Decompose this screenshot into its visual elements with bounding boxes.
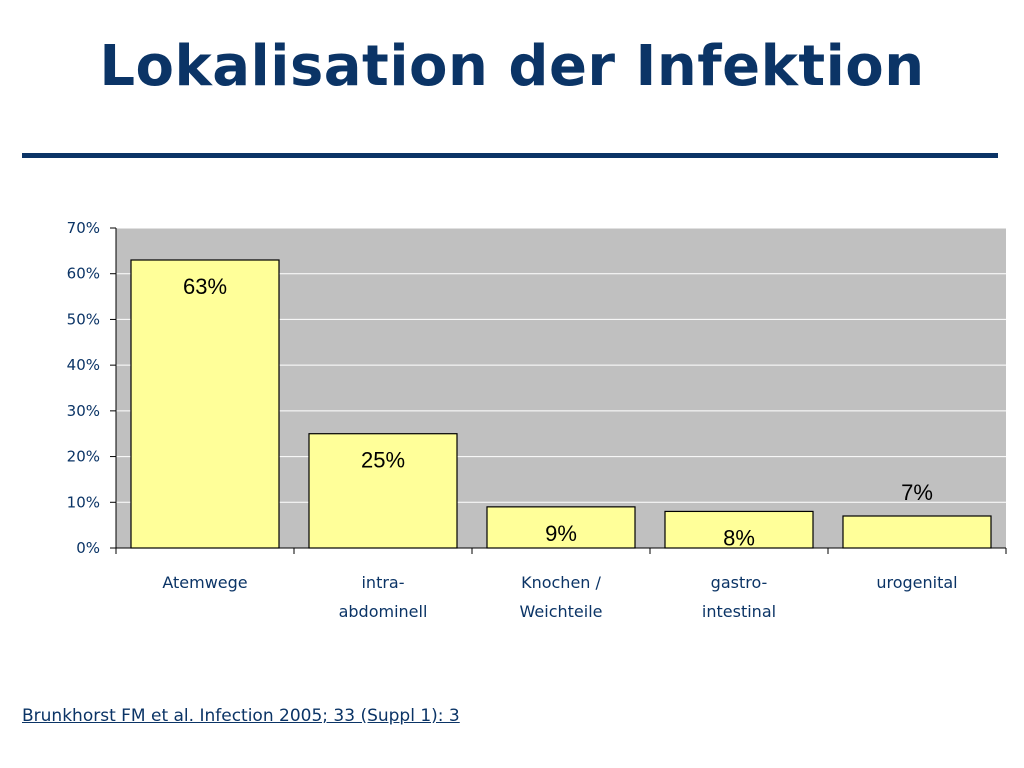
data-label: 7%	[901, 480, 933, 505]
bar	[308, 433, 458, 549]
x-category-label: intestinal	[702, 602, 776, 621]
bar	[664, 510, 814, 549]
data-label: 63%	[183, 274, 227, 299]
y-tick-label: 40%	[67, 356, 100, 374]
data-label: 9%	[545, 521, 577, 546]
y-tick-label: 30%	[67, 402, 100, 420]
bar	[130, 259, 280, 549]
y-tick-label: 60%	[67, 265, 100, 283]
data-label: 8%	[723, 525, 755, 550]
y-tick-label: 0%	[76, 539, 100, 557]
x-category-label: abdominell	[339, 602, 428, 621]
data-label: 25%	[361, 448, 405, 473]
slide-title: Lokalisation der Infektion	[99, 34, 925, 99]
x-category-label: Knochen /	[521, 573, 601, 592]
title-divider	[22, 153, 998, 158]
x-category-label: urogenital	[876, 573, 957, 592]
citation-link[interactable]: Brunkhorst FM et al. Infection 2005; 33 …	[22, 706, 460, 726]
y-tick-label: 20%	[67, 448, 100, 466]
x-category-label: intra-	[361, 573, 404, 592]
x-category-label: gastro-	[711, 573, 768, 592]
y-tick-label: 50%	[67, 310, 100, 328]
bar-chart: 0% 10% 20% 30% 40% 50% 60% 70% 63% Atemwege 25% int…	[67, 219, 1007, 621]
bar	[842, 515, 992, 549]
y-tick-label: 10%	[67, 493, 100, 511]
x-category-label: Weichteile	[520, 602, 603, 621]
y-tick-label: 70%	[67, 219, 100, 237]
x-category-label: Atemwege	[162, 573, 247, 592]
bar	[486, 506, 636, 549]
